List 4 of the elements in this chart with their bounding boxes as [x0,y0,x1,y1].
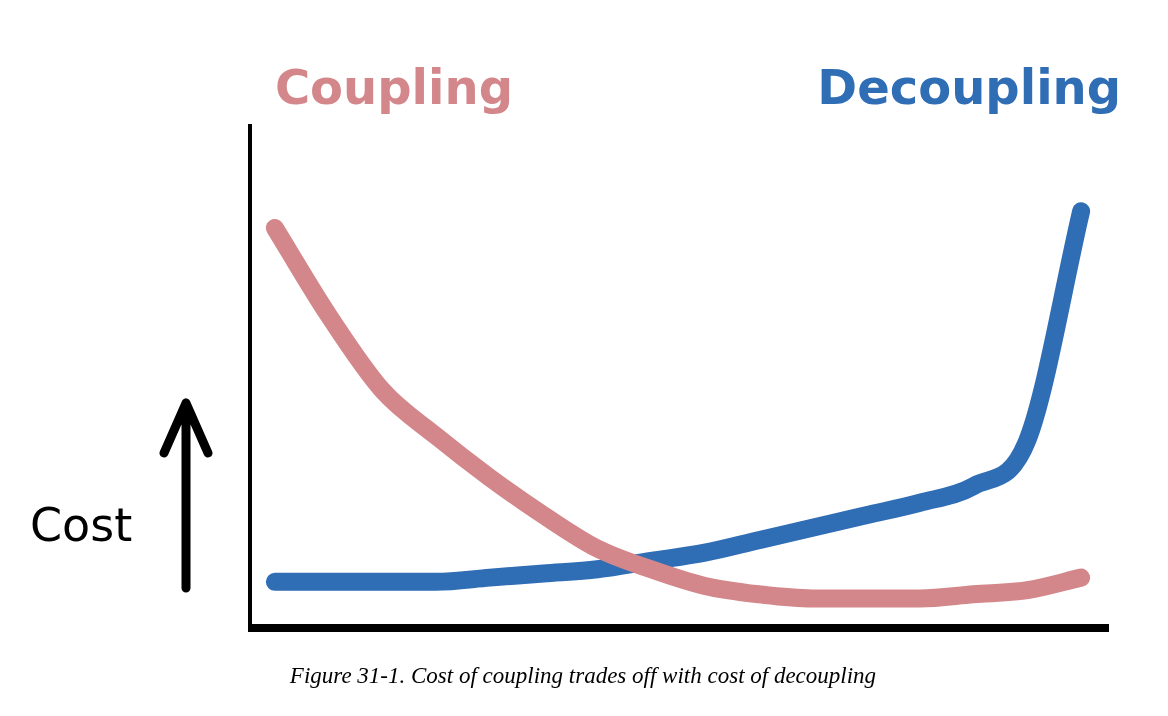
text: Coupling [274,59,514,116]
caption: Figure 31-1. Cost of coupling trades off with cost of decoupling [288,663,878,689]
text: Decoupling [817,59,1122,116]
y-axis-title: Cost [30,498,133,552]
